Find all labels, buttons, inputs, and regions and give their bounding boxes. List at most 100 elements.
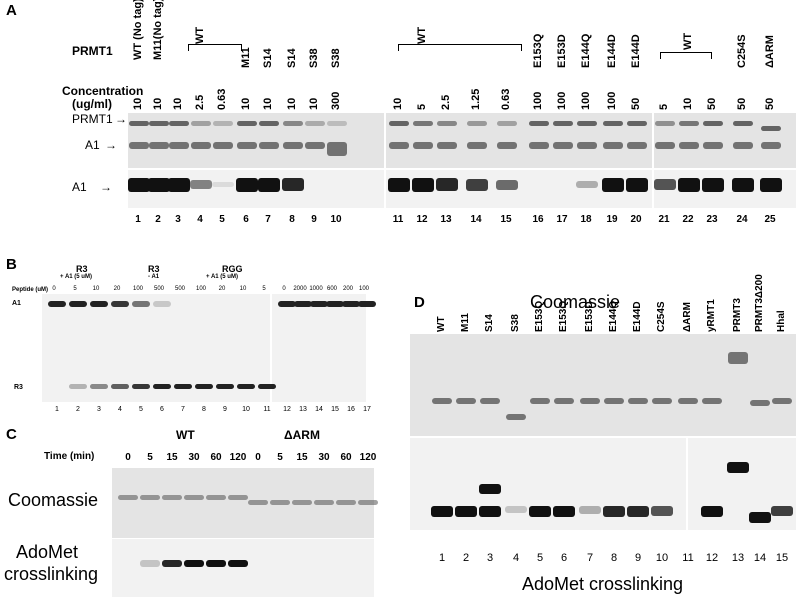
- sample-label: ΔARM: [682, 302, 693, 332]
- concentration-value: 300: [330, 91, 342, 110]
- concentration-value: 10: [262, 97, 274, 110]
- a1-band: [69, 301, 87, 307]
- concentration-value: 5: [416, 103, 428, 110]
- a1-crosslink-band: [148, 178, 170, 192]
- band-label-a1: A1: [12, 300, 21, 307]
- crosslink-band: [727, 462, 749, 473]
- concentration-value: 100: [606, 91, 618, 110]
- r3-band: [153, 384, 171, 389]
- time-value: 60: [210, 452, 222, 463]
- adomet-crosslinking-footer: AdoMet crosslinking: [522, 574, 684, 594]
- prmt1-band: [389, 121, 409, 126]
- crosslink-band: [184, 560, 204, 567]
- lane-number: 10: [330, 214, 342, 225]
- lane-number: 7: [586, 552, 594, 564]
- concentration-value: 5: [658, 103, 670, 110]
- coomassie-band: [456, 398, 476, 404]
- a1-band: [389, 142, 409, 149]
- lane-number: 13: [440, 214, 452, 225]
- band-label-a1-top: A1: [85, 138, 100, 152]
- concentration-value: 10: [152, 97, 164, 110]
- lane-number: 7: [181, 406, 185, 413]
- prmt1-band: [191, 121, 211, 126]
- a1-band: [603, 142, 623, 149]
- a1-band: [529, 142, 549, 149]
- lane-number: 10: [655, 552, 669, 564]
- concentration-value: 50: [706, 97, 718, 110]
- crosslink-band: [553, 506, 575, 517]
- lane-number: 8: [202, 406, 206, 413]
- coomassie-label: Coomassie: [8, 490, 99, 510]
- sample-label: yRMT1: [706, 299, 717, 332]
- lane-number: 14: [315, 406, 323, 413]
- r3-band: [111, 384, 129, 389]
- prmt1-band: [733, 121, 753, 126]
- a1-band: [294, 301, 312, 307]
- prmt1-band: [529, 121, 549, 126]
- lane-number: 17: [363, 406, 371, 413]
- coomassie-band: [358, 500, 378, 505]
- a1-band: [358, 301, 376, 307]
- crosslink-band: [479, 484, 501, 494]
- lane-number: 8: [610, 552, 618, 564]
- a1-crosslink-band: [236, 178, 258, 192]
- sample-label: M11: [460, 313, 471, 332]
- prmt1-band: [703, 121, 723, 126]
- concentration-value: 1.25: [470, 88, 482, 110]
- sample-label: ΔARM: [764, 35, 776, 68]
- a1-band: [553, 142, 573, 149]
- prmt1-band: [237, 121, 257, 126]
- group3-label: RGG: [222, 264, 243, 274]
- group3-sub: + A1 (5 uM): [206, 274, 238, 280]
- a1-crosslink-band: [388, 178, 410, 192]
- prmt1-band: [437, 121, 457, 126]
- coomassie-band: [206, 495, 226, 500]
- sample-label: E144Q: [608, 300, 619, 332]
- a1-crosslink-band: [412, 178, 434, 192]
- concentration-value: 50: [764, 97, 776, 110]
- concentration-value: 50: [630, 97, 642, 110]
- sample-label: C254S: [736, 34, 748, 68]
- lane-number: 8: [289, 214, 295, 225]
- sample-label: E153D: [556, 34, 568, 68]
- r3-band: [174, 384, 192, 389]
- sample-label: PRMT3: [732, 298, 743, 332]
- lane-number: 4: [512, 552, 520, 564]
- coomassie-band: [554, 398, 574, 404]
- lane-number: 4: [118, 406, 122, 413]
- peptide-value: 0: [52, 286, 56, 292]
- time-value: 60: [340, 452, 352, 463]
- peptide-value: 20: [113, 286, 121, 292]
- a1-band: [213, 142, 233, 149]
- crosslink-band: [579, 506, 601, 514]
- coomassie-band: [140, 495, 160, 500]
- concentration-value: 10: [132, 97, 144, 110]
- crosslink-band: [771, 506, 793, 516]
- crosslink-band: [455, 506, 477, 517]
- coomassie-band: [702, 398, 722, 404]
- prmt1-band: [283, 121, 303, 126]
- a1-band: [90, 301, 108, 307]
- peptide-value: 2000: [293, 286, 307, 292]
- a1-crosslink-band: [282, 178, 304, 192]
- time-value: 30: [188, 452, 200, 463]
- wt-bracket-3: [660, 52, 712, 59]
- coomassie-band: [604, 398, 624, 404]
- prmt1-band: [129, 121, 149, 126]
- peptide-value: 5: [73, 286, 77, 292]
- a1-crosslink-band: [602, 178, 624, 192]
- a1-crosslink-band: [258, 178, 280, 192]
- crosslink-band: [505, 506, 527, 513]
- concentration-value: 10: [172, 97, 184, 110]
- lane-number: 6: [160, 406, 164, 413]
- lane-number: 11: [392, 214, 404, 225]
- crosslink-band: [701, 506, 723, 517]
- a1-band: [703, 142, 723, 149]
- lane-number: 16: [532, 214, 544, 225]
- prmt1-band: [553, 121, 573, 126]
- prmt1-band: [213, 121, 233, 126]
- lane-number: 1: [55, 406, 59, 413]
- adomet-label: AdoMet: [16, 542, 79, 562]
- sample-label: S38: [510, 314, 521, 332]
- coomassie-band: [248, 500, 268, 505]
